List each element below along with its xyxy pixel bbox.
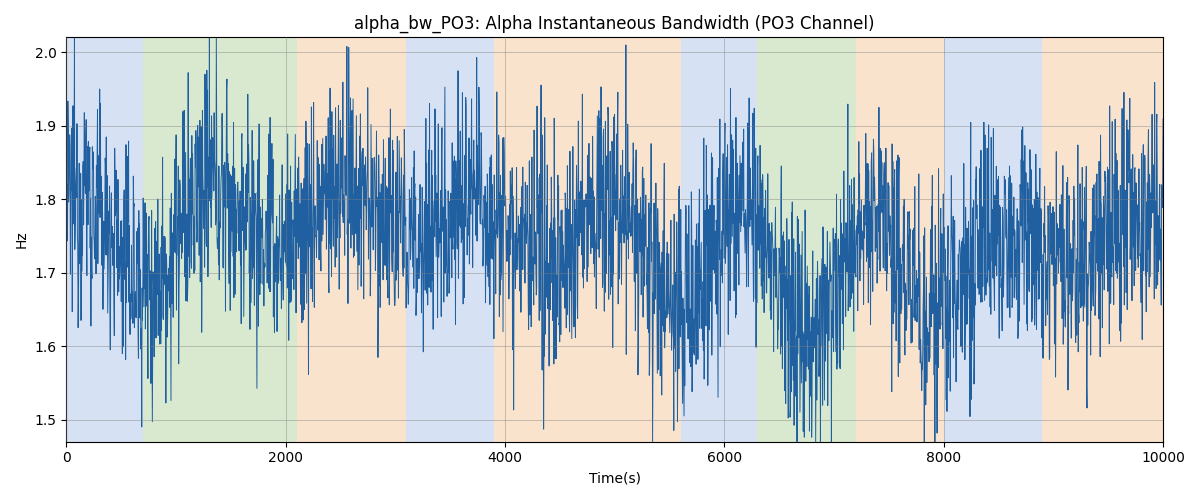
Bar	[943, 38, 1043, 442]
Title: alpha_bw_PO3: Alpha Instantaneous Bandwidth (PO3 Channel): alpha_bw_PO3: Alpha Instantaneous Bandwi…	[354, 15, 875, 34]
Bar	[407, 38, 494, 442]
Bar	[494, 38, 680, 442]
Bar	[143, 38, 296, 442]
Bar	[757, 38, 856, 442]
X-axis label: Time(s): Time(s)	[589, 471, 641, 485]
Bar	[856, 38, 943, 442]
Bar	[296, 38, 407, 442]
Bar	[680, 38, 757, 442]
Y-axis label: Hz: Hz	[16, 230, 29, 248]
Bar	[1043, 38, 1163, 442]
Bar	[66, 38, 143, 442]
